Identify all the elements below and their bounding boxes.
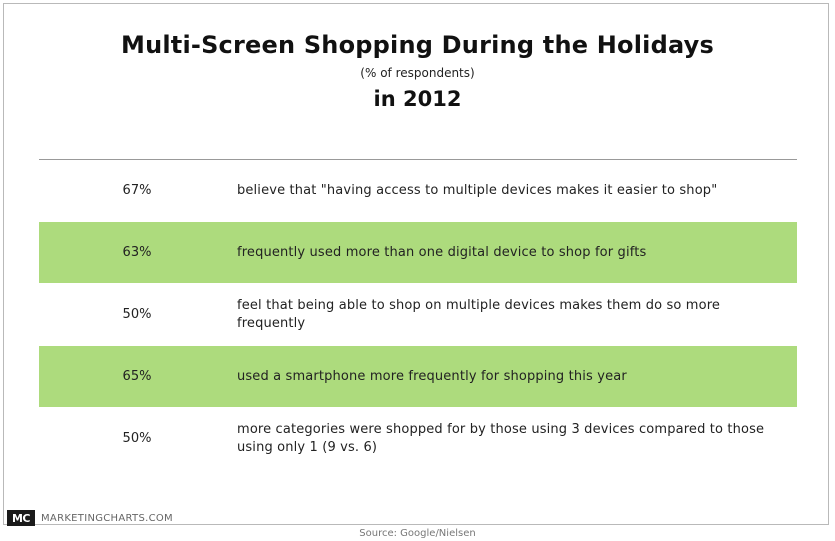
table-row: 63% frequently used more than one digital… [39,222,797,284]
table-row: 67% believe that "having access to multip… [39,160,797,222]
row-value: 50% [122,307,152,322]
chart-title: Multi-Screen Shopping During the Holiday… [121,31,714,59]
chart-title-year: in 2012 [373,87,462,111]
table-row: 50% more categories were shopped for by t… [39,408,797,470]
logo-text: MARKETINGCHARTS.COM [41,512,173,524]
header-divider [39,159,797,160]
row-value: 67% [122,183,152,198]
marketingcharts-logo: MC MARKETINGCHARTS.COM [7,510,173,526]
row-label: used a smartphone more frequently for sh… [237,368,627,384]
table-row: 50% feel that being able to shop on multi… [39,284,797,346]
row-label: feel that being able to shop on multiple… [237,297,721,331]
source-note: Source: Google/Nielsen [359,528,476,539]
data-table: 67% believe that "having access to multip… [39,160,797,470]
chart-subtitle: (% of respondents) [360,66,475,80]
row-value: 50% [122,431,152,446]
row-label: frequently used more than one digital de… [237,244,647,260]
mc-logo-icon: MC [7,510,35,526]
row-label: believe that "having access to multiple … [237,182,718,198]
row-label: more categories were shopped for by thos… [237,421,765,455]
row-value: 63% [122,245,152,260]
table-row: 65% used a smartphone more frequently for… [39,346,797,408]
row-value: 65% [122,369,152,384]
